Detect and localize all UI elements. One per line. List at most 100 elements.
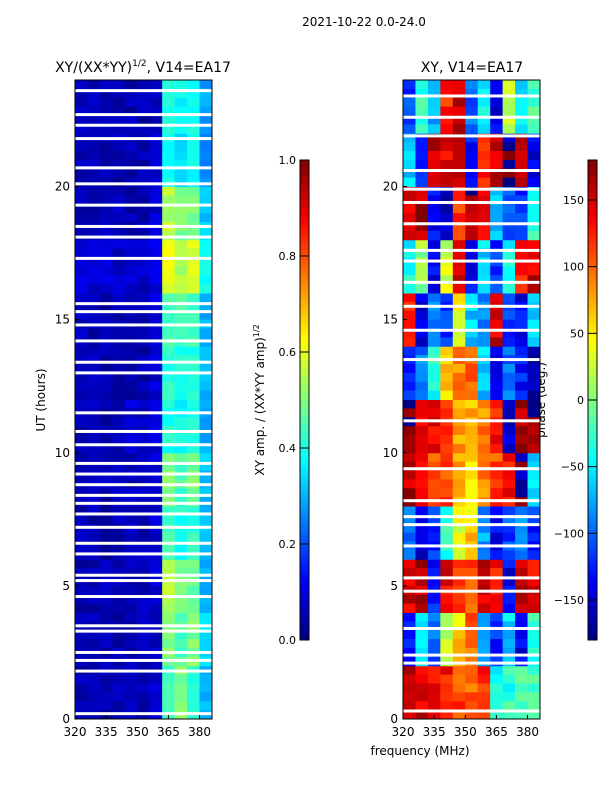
heatmap-cell	[124, 80, 138, 90]
heatmap-cell	[415, 159, 429, 170]
heatmap-cell	[149, 372, 163, 383]
heatmap-cell	[502, 506, 516, 516]
colorbar-tick-label: 0.6	[279, 346, 297, 359]
heatmap-cell	[490, 204, 504, 214]
heatmap-cell	[427, 488, 441, 498]
heatmap-cell	[149, 701, 163, 711]
heatmap-cell	[112, 497, 126, 507]
heatmap-cell	[415, 239, 429, 250]
heatmap-cell	[477, 381, 491, 392]
heatmap-cell	[427, 275, 441, 285]
heatmap-cell	[149, 594, 163, 605]
heatmap-cell	[465, 452, 479, 463]
heatmap-cell	[112, 639, 126, 649]
heatmap-cell	[99, 692, 113, 702]
heatmap-cell	[415, 488, 429, 498]
heatmap-cell	[112, 435, 126, 445]
heatmap-cell	[515, 674, 529, 684]
heatmap-cell	[502, 115, 516, 125]
heatmap-cell	[490, 319, 504, 329]
colorbar-segment	[588, 260, 597, 266]
colorbar-segment	[300, 265, 309, 271]
flagged-row	[403, 661, 540, 665]
heatmap-cell	[415, 346, 429, 356]
colorbar-segment	[588, 365, 597, 371]
heatmap-cell	[490, 142, 504, 152]
heatmap-cell	[415, 710, 429, 720]
heatmap-cell	[415, 319, 429, 329]
heatmap-cell	[515, 443, 529, 454]
heatmap-cell	[415, 408, 429, 418]
heatmap-cell	[415, 692, 429, 702]
heatmap-cell	[87, 532, 101, 542]
heatmap-cell	[149, 88, 163, 99]
heatmap-cell	[149, 266, 163, 276]
heatmap-cell	[187, 559, 201, 569]
heatmap-cell	[137, 603, 151, 613]
heatmap-cell	[502, 239, 516, 250]
heatmap-cell	[527, 293, 541, 303]
colorbar-segment	[588, 240, 597, 246]
flagged-row	[75, 579, 212, 583]
heatmap-cell	[515, 559, 529, 569]
heatmap-cell	[452, 239, 466, 250]
heatmap-cell	[440, 248, 454, 258]
heatmap-cell	[162, 443, 176, 454]
colorbar-segment	[588, 395, 597, 401]
heatmap-cell	[527, 559, 541, 569]
heatmap-cell	[502, 124, 516, 134]
heatmap-cell	[415, 461, 429, 471]
heatmap-cell	[112, 506, 126, 516]
colorbar-segment	[300, 290, 309, 296]
heatmap-cell	[87, 239, 101, 250]
heatmap-cell	[452, 346, 466, 356]
heatmap-cell	[137, 168, 151, 179]
heatmap-cell	[187, 452, 201, 463]
heatmap-cell	[75, 239, 88, 250]
colorbar-segment	[588, 305, 597, 311]
heatmap-cell	[199, 186, 213, 196]
flagged-row	[403, 328, 540, 332]
heatmap-cell	[124, 417, 138, 427]
heatmap-cell	[465, 559, 479, 569]
heatmap-cell	[415, 97, 429, 108]
heatmap-cell	[440, 88, 454, 99]
x-tick-label: 350	[454, 725, 477, 739]
heatmap-cell	[174, 559, 188, 569]
heatmap-cell	[415, 656, 429, 667]
heatmap-cell	[527, 639, 541, 649]
heatmap-cell	[87, 97, 101, 108]
heatmap-cell	[199, 461, 213, 471]
heatmap-cell	[162, 603, 176, 613]
heatmap-cell	[477, 443, 491, 454]
heatmap-cell	[124, 124, 138, 134]
heatmap-cell	[490, 532, 504, 542]
heatmap-cell	[137, 230, 151, 241]
heatmap-cell	[490, 310, 504, 321]
heatmap-cell	[427, 470, 441, 480]
heatmap-cell	[187, 195, 201, 205]
heatmap-cell	[527, 506, 541, 516]
heatmap-cell	[174, 594, 188, 605]
heatmap-cell	[137, 151, 151, 161]
heatmap-cell	[427, 408, 441, 418]
heatmap-cell	[527, 177, 541, 187]
heatmap-cell	[137, 541, 151, 551]
heatmap-cell	[465, 275, 479, 285]
heatmap-cell	[174, 80, 188, 90]
heatmap-cell	[199, 97, 213, 108]
heatmap-cell	[199, 115, 213, 125]
heatmap-cell	[477, 594, 491, 605]
heatmap-cell	[415, 328, 429, 338]
flagged-row	[75, 302, 212, 306]
heatmap-cell	[502, 577, 516, 587]
heatmap-cell	[415, 230, 429, 241]
heatmap-cell	[124, 639, 138, 649]
colorbar-segment	[300, 490, 309, 496]
heatmap-cell	[440, 115, 454, 125]
heatmap-cell	[440, 293, 454, 303]
heatmap-cell	[452, 506, 466, 516]
heatmap-cell	[99, 461, 113, 471]
heatmap-cell	[477, 97, 491, 108]
